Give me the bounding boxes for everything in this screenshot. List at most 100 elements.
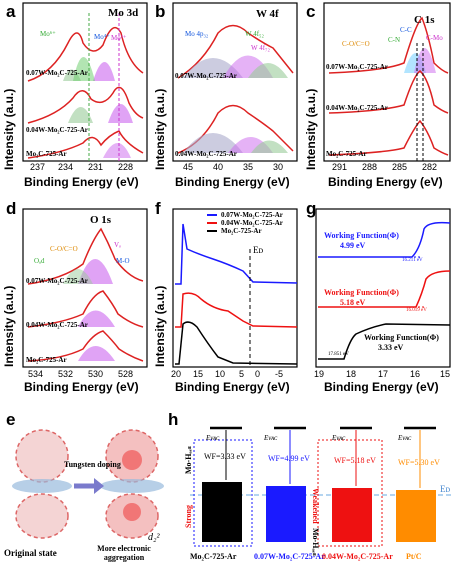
species-mo3: Mo³⁺: [111, 34, 127, 42]
species-mo: M-O: [116, 257, 130, 265]
panel-d-sample-2: Mo₂C-725-Ar: [26, 356, 67, 364]
bar-name-0: Mo₂C-725-Ar: [190, 552, 237, 561]
panel-c-tick-2: 285: [392, 162, 408, 172]
wf-bar-1: WF=4.99 eV: [268, 454, 310, 463]
panel-b-tick-0: 45: [183, 162, 194, 172]
wf-1-value: 5.18 eV: [340, 298, 366, 307]
panel-f-tick-4: 0: [255, 369, 261, 379]
panel-h-weakened: Weakened: [311, 488, 320, 524]
panel-d-sample-1: 0.04W-Mo₂C-725-Ar: [26, 321, 88, 329]
panel-g-xlabel: Binding Energy (eV): [324, 380, 439, 394]
panel-f-ylabel: Intensity (a.u.): [153, 285, 167, 367]
panel-a: a Intensity (a.u.) Mo 3d Mo⁶⁺ Mo⁴⁺ Mo³⁺ …: [0, 0, 150, 195]
panel-c-sample-1: 0.04W-Mo₂C-725-Ar: [326, 104, 388, 112]
panel-e-arrow-label: Tungsten doping: [64, 460, 121, 469]
panel-h-evac-2: Eᴠᴀᴄ: [332, 434, 346, 442]
panel-d: d Intensity (a.u.) O 1s C-O/C=O Oₐd Vₒ M…: [0, 197, 150, 397]
panel-f-xlabel: Binding Energy (eV): [175, 380, 290, 394]
panel-d-tick-3: 528: [118, 369, 134, 379]
species-mo4p: Mo 4p₃₂: [185, 30, 209, 38]
panel-d-tick-2: 530: [88, 369, 104, 379]
bar-name-1: 0.07W-Mo₂C-725-Ar: [254, 552, 325, 561]
species-oad: Oₐd: [34, 257, 45, 265]
panel-b-sample-0: 0.07W-Mo₂C-725-Ar: [175, 72, 237, 80]
species-w4f72: W 4f₇₂: [251, 44, 270, 52]
panel-f-legend-1: 0.04W-Mo₂C-725-Ar: [221, 219, 283, 227]
wf-1-label: Working Function(Φ): [324, 288, 399, 297]
panel-c-ylabel: Intensity (a.u.): [304, 88, 318, 170]
panel-d-title: O 1s: [90, 214, 112, 226]
panel-e-orbital: d₂²: [148, 532, 160, 543]
panel-e-right: More electronic aggregation: [97, 544, 151, 562]
panel-b-tick-3: 30: [273, 162, 284, 172]
panel-e: e Tungsten doping d₂² Original state Mor…: [0, 410, 170, 568]
wf-bar-2: WF=5.18 eV: [334, 456, 376, 465]
panel-b-label: b: [155, 2, 166, 21]
wf-0-value: 4.99 eV: [340, 241, 366, 250]
panel-b: b Intensity (a.u.) W 4f Mo 4p₃₂ W 4f₅₂ W…: [151, 0, 301, 195]
panel-a-tick-2: 231: [88, 162, 104, 172]
panel-b-title: W 4f: [256, 8, 279, 20]
panel-f-tick-1: 15: [193, 369, 204, 379]
species-mo6: Mo⁶⁺: [40, 30, 56, 38]
wf-bar-0: WF=3.33 eV: [204, 452, 246, 461]
panel-g-tick-0: 19: [314, 369, 325, 379]
panel-d-label: d: [6, 199, 17, 218]
wf-0-label: Working Function(Φ): [324, 231, 399, 240]
panel-f-tick-0: 20: [171, 369, 182, 379]
panel-h-strong: Strong: [184, 505, 193, 528]
panel-h-ef: Eᴅ: [440, 484, 451, 494]
panel-a-sample-1: 0.04W-Mo₂C-725-Ar: [26, 126, 88, 134]
panel-a-ylabel: Intensity (a.u.): [2, 88, 16, 170]
orbital-original: [12, 429, 72, 539]
bar-name-2: 0.04W-Mo₂C-725-Ar: [322, 552, 393, 561]
panel-a-plot: [22, 2, 148, 162]
panel-g-tick-2: 17: [378, 369, 389, 379]
panel-g-tick-4: 15: [440, 369, 451, 379]
bar-name-3: Pt/C: [406, 552, 422, 561]
panel-f-legend-2: Mo₂C-725-Ar: [221, 227, 262, 235]
panel-f-legend-0: 0.07W-Mo₂C-725-Ar: [221, 211, 283, 219]
wf-bar-3: WF=5.30 eV: [398, 458, 440, 467]
panel-c-plot: [323, 2, 451, 162]
wf-2-label: Working Function(Φ): [364, 333, 439, 342]
species-co: C-O/C=O: [342, 40, 370, 48]
panel-h-diagram: [190, 426, 454, 547]
species-w4f52: W 4f₅₂: [245, 30, 264, 38]
panel-c-xlabel: Binding Energy (eV): [328, 175, 443, 189]
panel-b-xlabel: Binding Energy (eV): [175, 175, 290, 189]
species-vo: Vₒ: [114, 241, 122, 249]
panel-g: g Working Function(Φ) 4.99 eV 16.211 eV …: [302, 197, 454, 397]
panel-b-ylabel: Intensity (a.u.): [153, 88, 167, 170]
panel-f-tick-5: -5: [275, 369, 284, 379]
panel-a-xlabel: Binding Energy (eV): [24, 175, 139, 189]
orbital-doped: [100, 429, 164, 539]
panel-d-sample-0: 0.07W-Mo₂C-725-Ar: [26, 277, 88, 285]
panel-h-label: h: [168, 410, 179, 429]
panel-h-evac-1: Eᴠᴀᴄ: [264, 434, 278, 442]
panel-a-sample-0: 0.07W-Mo₂C-725-Ar: [26, 69, 88, 77]
panel-c-tick-1: 288: [362, 162, 378, 172]
panel-f-plot: [172, 208, 298, 368]
panel-b-plot: [172, 2, 298, 162]
panel-e-left: Original state: [4, 548, 57, 558]
wf-0-cut: 16.211 eV: [402, 258, 423, 263]
panel-c-title: C 1s: [414, 14, 435, 26]
panel-c-tick-0: 291: [332, 162, 348, 172]
panel-f-ef: Eᴅ: [253, 245, 264, 255]
panel-c: c Intensity (a.u.) C 1s C-O/C=O C-N C-C …: [302, 0, 454, 195]
wf-2-cut: 17.851 eV: [328, 352, 349, 357]
species-mo4: Mo⁴⁺: [94, 33, 110, 41]
panel-a-label: a: [6, 2, 16, 21]
panel-a-title: Mo 3d: [108, 7, 139, 19]
species-d-co: C-O/C=O: [50, 245, 78, 253]
wf-1-cut: 16.019 eV: [406, 308, 427, 313]
panel-b-tick-1: 40: [213, 162, 224, 172]
panel-d-ylabel: Intensity (a.u.): [2, 285, 16, 367]
panel-h-evac-3: Eᴠᴀᴄ: [398, 434, 412, 442]
panel-d-tick-1: 532: [58, 369, 74, 379]
panel-g-plot: [315, 208, 451, 368]
panel-g-tick-1: 18: [346, 369, 357, 379]
panel-a-tick-3: 228: [118, 162, 134, 172]
panel-h: h Eᴠᴀᴄ Eᴠᴀᴄ Eᴠᴀᴄ Eᴠᴀᴄ Eᴅ WF=3.33 eV WF=4…: [168, 410, 454, 568]
